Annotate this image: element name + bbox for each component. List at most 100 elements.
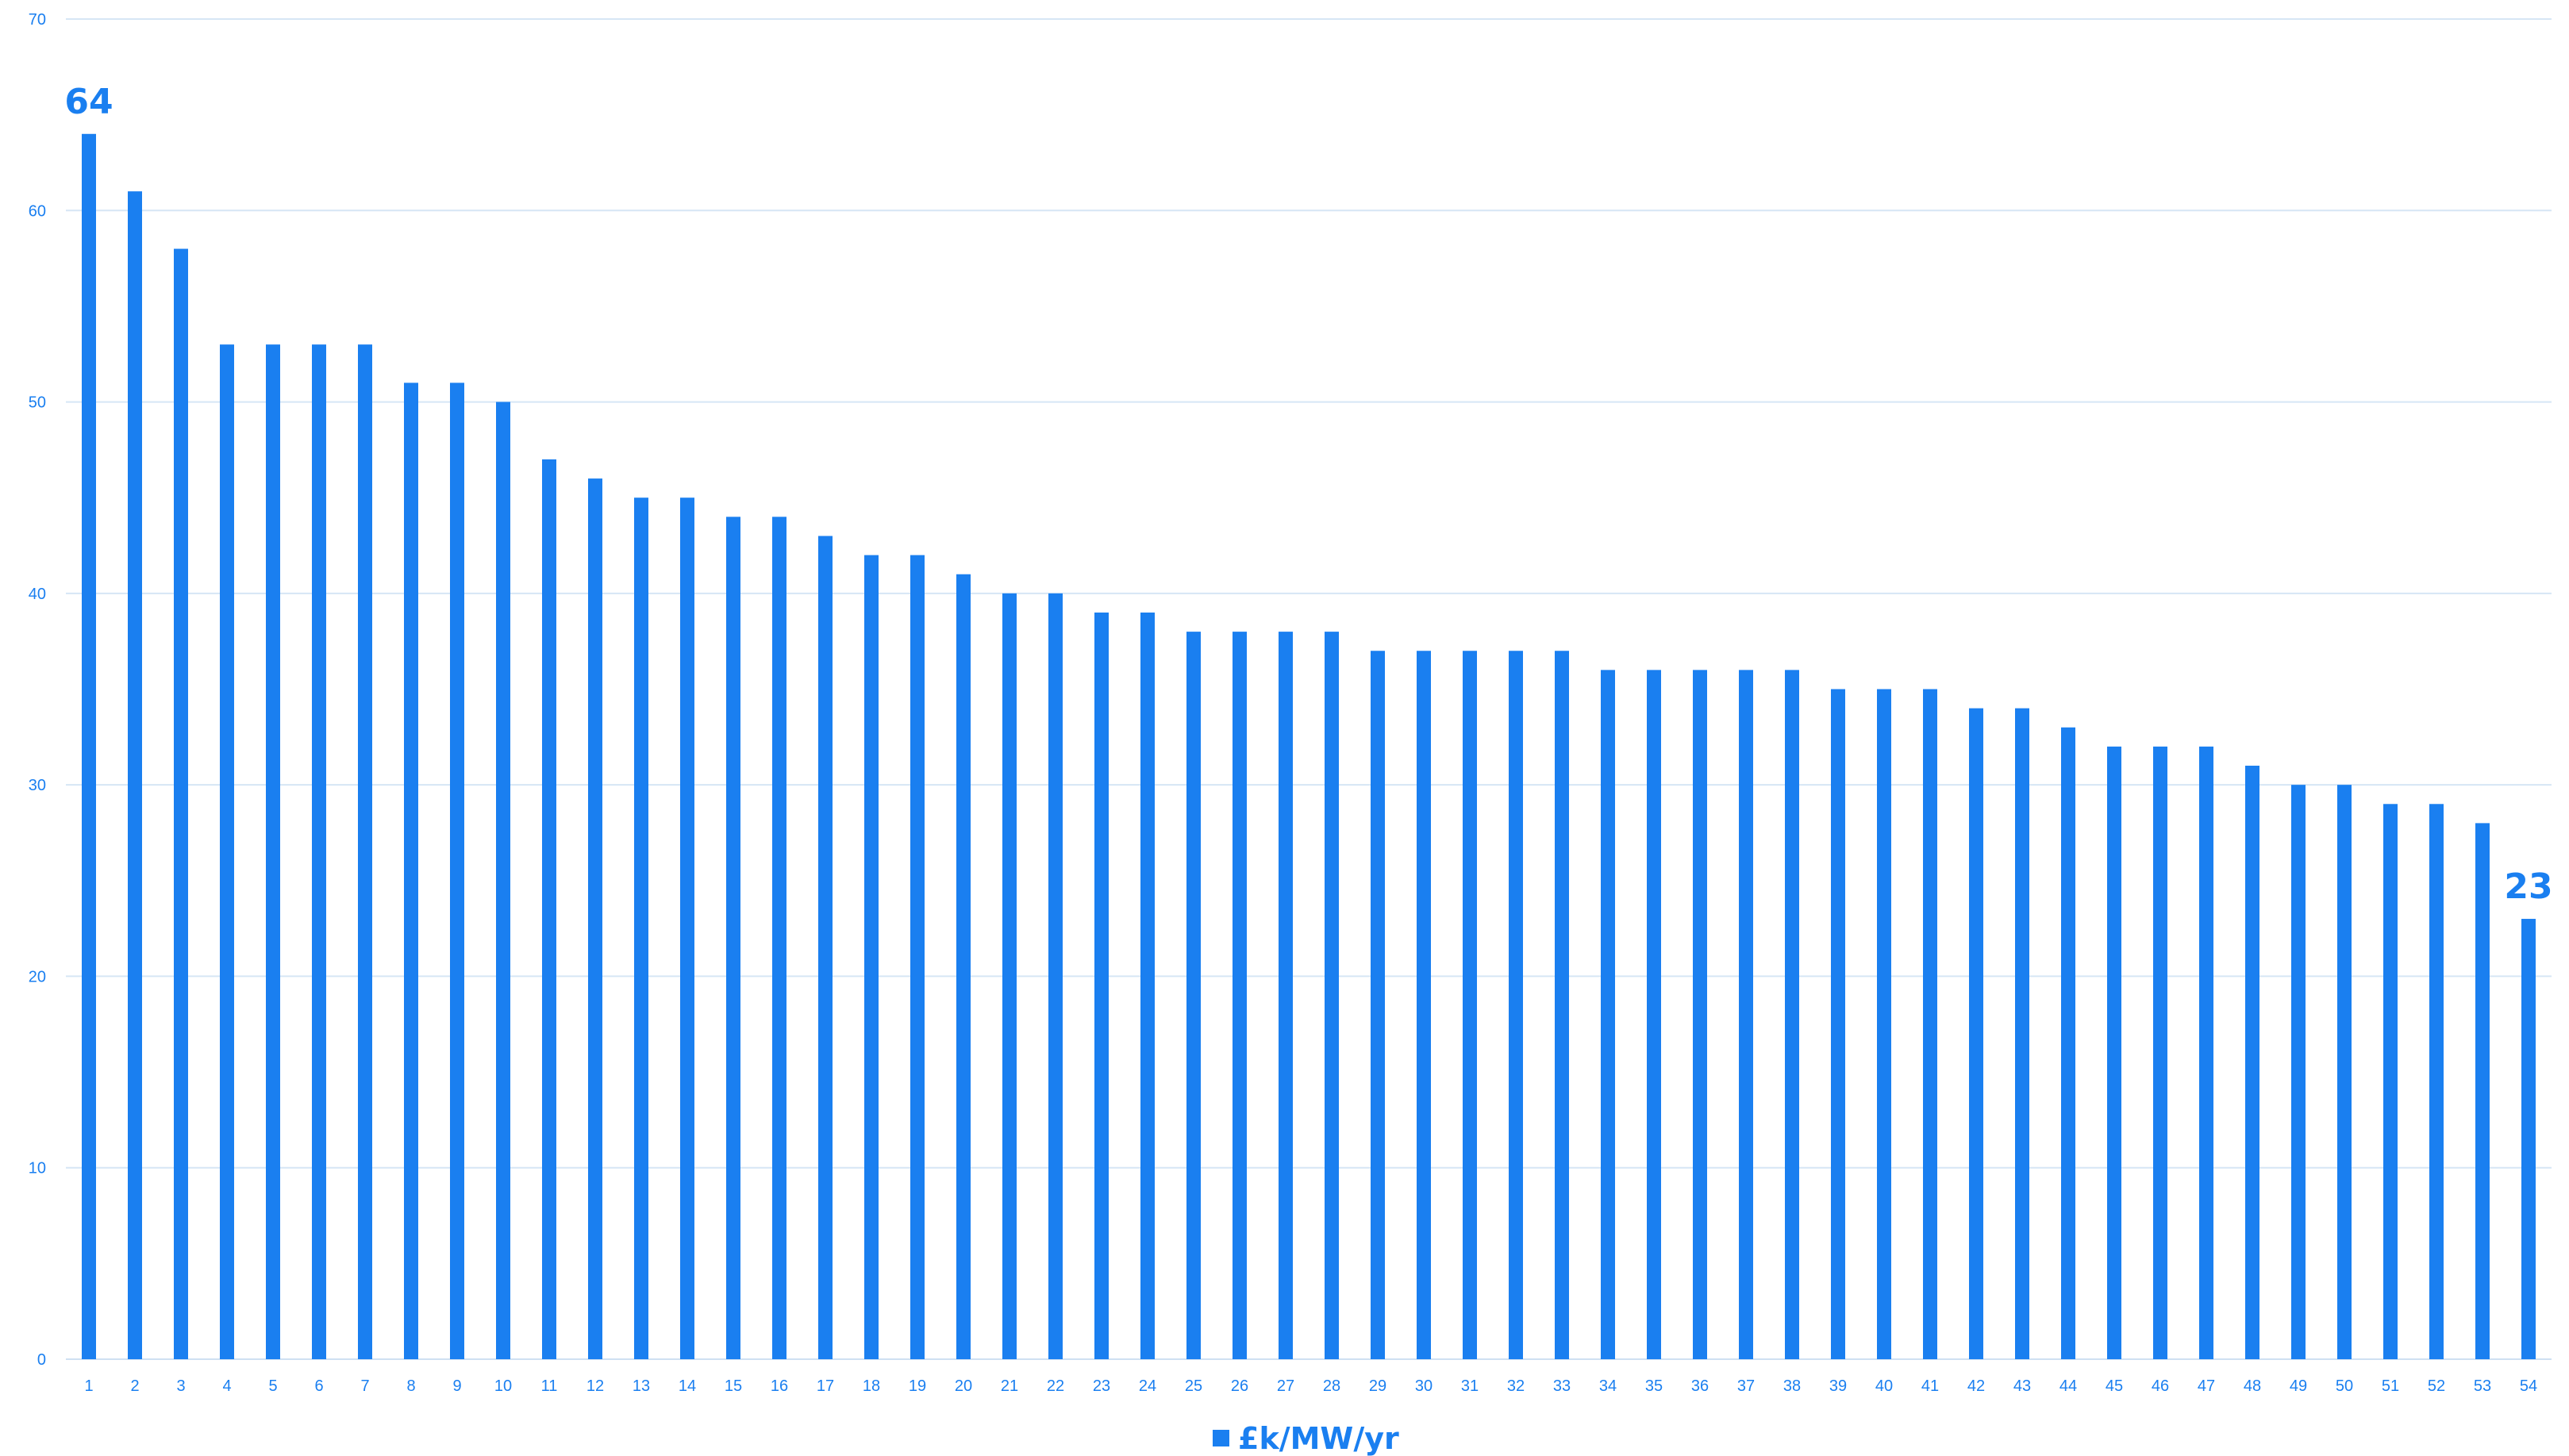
x-tick-label: 17: [817, 1377, 834, 1395]
bar-34: [1601, 670, 1615, 1359]
x-tick-label: 31: [1461, 1377, 1479, 1395]
y-tick-label: 20: [29, 968, 46, 985]
x-tick-label: 3: [176, 1377, 185, 1395]
bar-28: [1325, 632, 1339, 1359]
data-label: 23: [2504, 866, 2552, 907]
x-tick-label: 42: [1967, 1377, 1985, 1395]
x-tick-label: 19: [909, 1377, 926, 1395]
bar-18: [864, 555, 879, 1359]
bar-8: [404, 382, 418, 1359]
x-tick-label: 11: [541, 1377, 558, 1395]
x-tick-label: 44: [2059, 1377, 2077, 1395]
x-tick-label: 24: [1139, 1377, 1156, 1395]
bar-3: [174, 248, 188, 1359]
bar-14: [680, 497, 694, 1359]
bar-51: [2383, 804, 2398, 1359]
y-tick-label: 60: [29, 202, 46, 220]
x-tick-label: 52: [2428, 1377, 2445, 1395]
x-tick-label: 54: [2520, 1377, 2537, 1395]
bar-21: [1002, 593, 1017, 1359]
x-tick-label: 32: [1507, 1377, 1525, 1395]
x-tick-label: 34: [1599, 1377, 1617, 1395]
bar-36: [1693, 670, 1707, 1359]
bar-24: [1140, 612, 1155, 1359]
x-tick-label: 37: [1737, 1377, 1755, 1395]
x-tick-label: 6: [314, 1377, 323, 1395]
data-label: 64: [64, 82, 113, 122]
x-tick-label: 53: [2474, 1377, 2491, 1395]
x-tick-label: 2: [130, 1377, 139, 1395]
bar-41: [1923, 689, 1937, 1359]
bar-13: [634, 497, 648, 1359]
bar-32: [1509, 651, 1523, 1359]
bar-42: [1969, 708, 1983, 1359]
x-tick-label: 23: [1093, 1377, 1110, 1395]
bar-54: [2521, 919, 2536, 1359]
bar-31: [1463, 651, 1477, 1359]
x-tick-label: 41: [1921, 1377, 1939, 1395]
bar-11: [542, 459, 556, 1359]
x-tick-label: 28: [1323, 1377, 1340, 1395]
bar-44: [2061, 727, 2075, 1359]
x-tick-label: 1: [84, 1377, 93, 1395]
x-tick-label: 29: [1369, 1377, 1386, 1395]
bar-49: [2291, 785, 2306, 1359]
data-labels: 64 23: [64, 82, 2552, 907]
bar-2: [128, 191, 142, 1360]
x-tick-label: 39: [1829, 1377, 1847, 1395]
bar-53: [2475, 823, 2490, 1359]
legend-swatch: [1213, 1430, 1229, 1446]
x-tick-label: 13: [633, 1377, 650, 1395]
x-tick-label: 45: [2106, 1377, 2123, 1395]
bar-50: [2337, 785, 2352, 1359]
bar-46: [2153, 746, 2167, 1359]
x-axis: 1 2 3 4 5 6 7 8 9 10 11 12 13 14 15 16 17 18 19 20 21 22 23 24 2…: [84, 1377, 2537, 1395]
x-tick-label: 8: [406, 1377, 415, 1395]
x-tick-label: 50: [2336, 1377, 2353, 1395]
bar-26: [1233, 632, 1247, 1359]
gridlines: [66, 18, 2552, 1360]
bar-43: [2015, 708, 2029, 1359]
bar-39: [1831, 689, 1845, 1359]
x-tick-label: 22: [1047, 1377, 1064, 1395]
x-tick-label: 10: [494, 1377, 512, 1395]
bar-12: [588, 478, 602, 1359]
x-tick-label: 46: [2152, 1377, 2169, 1395]
x-tick-label: 43: [2013, 1377, 2031, 1395]
x-tick-label: 51: [2382, 1377, 2399, 1395]
bar-17: [818, 536, 833, 1359]
y-tick-label: 40: [29, 586, 46, 603]
x-tick-label: 40: [1875, 1377, 1893, 1395]
x-tick-label: 12: [586, 1377, 604, 1395]
x-tick-label: 27: [1277, 1377, 1294, 1395]
bar-20: [956, 574, 971, 1359]
x-tick-label: 9: [452, 1377, 461, 1395]
x-tick-label: 25: [1185, 1377, 1202, 1395]
x-tick-label: 30: [1415, 1377, 1433, 1395]
x-tick-label: 38: [1783, 1377, 1801, 1395]
bar-27: [1279, 632, 1293, 1359]
bar-19: [910, 555, 925, 1359]
y-tick-label: 0: [37, 1351, 46, 1369]
legend: £k/MW/yr: [1213, 1421, 1399, 1456]
bar-47: [2199, 746, 2213, 1359]
x-tick-label: 20: [955, 1377, 972, 1395]
x-tick-label: 47: [2198, 1377, 2215, 1395]
bar-25: [1186, 632, 1201, 1359]
bar-15: [726, 517, 740, 1360]
bar-16: [772, 517, 786, 1360]
y-tick-label: 30: [29, 777, 46, 794]
bar-40: [1877, 689, 1891, 1359]
x-tick-label: 15: [725, 1377, 742, 1395]
bars: [82, 133, 2536, 1360]
x-tick-label: 48: [2244, 1377, 2261, 1395]
bar-7: [358, 344, 372, 1360]
bar-23: [1094, 612, 1109, 1359]
y-tick-label: 70: [29, 11, 46, 29]
x-tick-label: 4: [222, 1377, 231, 1395]
x-tick-label: 16: [771, 1377, 788, 1395]
bar-6: [312, 344, 326, 1360]
y-tick-label: 10: [29, 1160, 46, 1177]
bar-22: [1048, 593, 1063, 1359]
bar-10: [496, 401, 510, 1360]
